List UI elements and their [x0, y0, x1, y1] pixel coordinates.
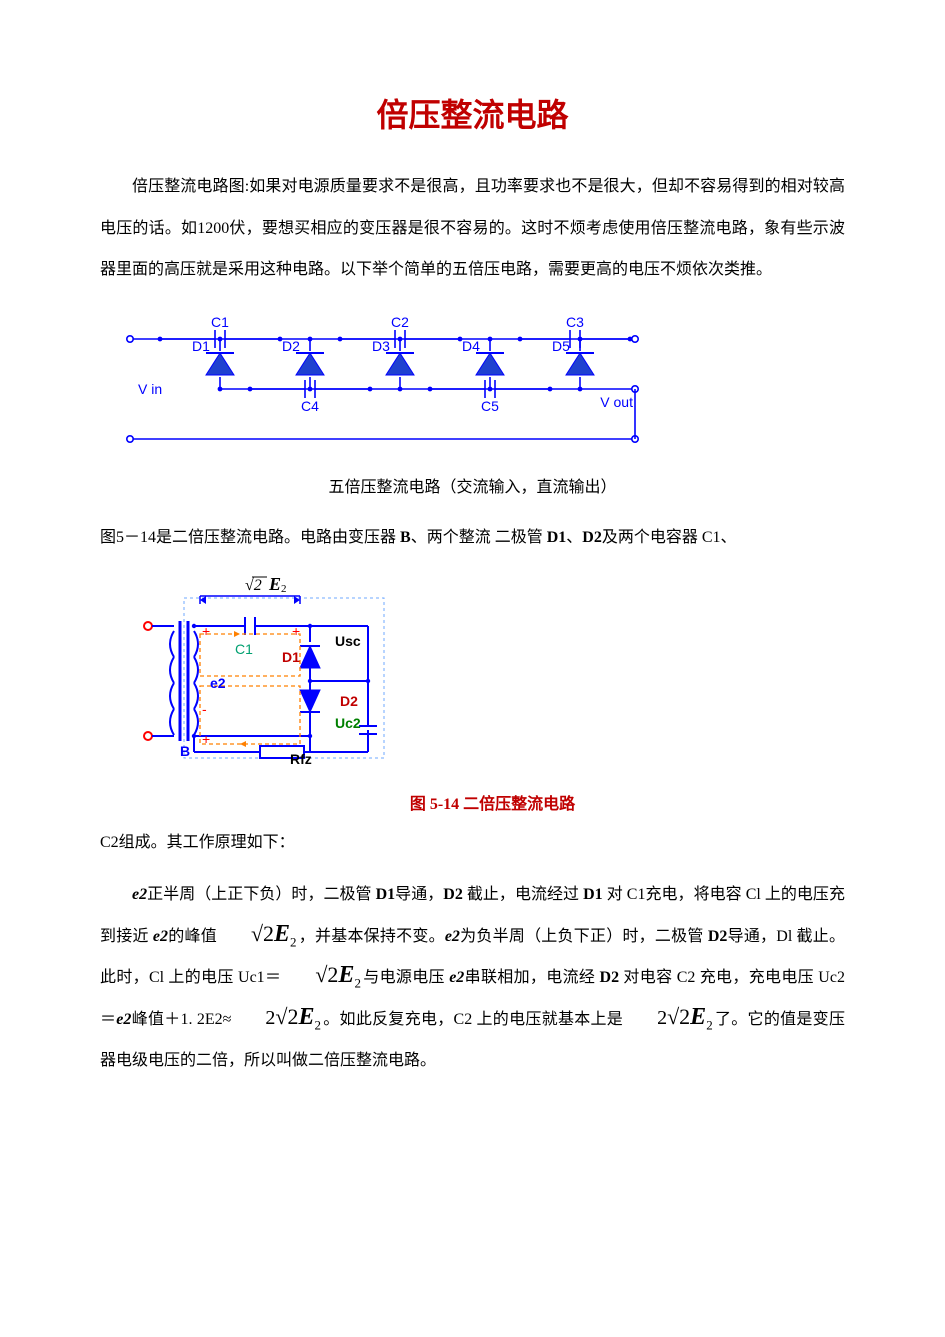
five-stage-circuit-diagram: V in V out C1 C2 C3 C4 C5 D1 D2 D3 D4 D5 [100, 309, 660, 459]
intro-paragraph: 倍压整流电路图:如果对电源质量要求不是很高，且功率要求也不是很大，但却不容易得到… [100, 166, 845, 291]
svg-text:B: B [180, 743, 190, 759]
page-title: 倍压整流电路 [100, 90, 845, 136]
label-B: B [400, 529, 411, 546]
para-c2-compose: C2组成。其工作原理如下： [100, 822, 845, 864]
figure-1: V in V out C1 C2 C3 C4 C5 D1 D2 D3 D4 D5 [100, 309, 845, 459]
text: 及两个电容器 C1、 [602, 529, 737, 546]
svg-text:2: 2 [281, 583, 287, 595]
svg-text:D1: D1 [282, 649, 300, 665]
working-principle-paragraph: e2正半周（上正下负）时，二极管 D1导通，D2 截止，电流经过 D1 对 C1… [100, 874, 845, 1082]
svg-text:D1: D1 [192, 338, 210, 354]
svg-text:D3: D3 [372, 338, 390, 354]
svg-text:C4: C4 [301, 398, 319, 414]
svg-text:e2: e2 [210, 675, 226, 691]
svg-text:+: + [202, 623, 210, 639]
svg-text:V out: V out [600, 394, 633, 410]
figure-2-caption: 图 5-14 二倍压整流电路 [140, 790, 845, 814]
para-fig514-intro: 图5－14是二倍压整流电路。电路由变压器 B、两个整流 二极管 D1、D2及两个… [100, 517, 845, 559]
doubler-circuit-diagram: √2 E2 C1 e2 D1 D2 Usc Uc2 B Rfz + + - + [140, 576, 400, 786]
svg-text:V in: V in [138, 381, 162, 397]
svg-text:D2: D2 [340, 693, 358, 709]
figure-1-caption: 五倍压整流电路（交流输入，直流输出） [100, 473, 845, 497]
label-D1: D1 [547, 529, 567, 546]
svg-text:C5: C5 [481, 398, 499, 414]
svg-text:D2: D2 [282, 338, 300, 354]
figure-2: √2 E2 C1 e2 D1 D2 Usc Uc2 B Rfz + + - + 图 5-14 二倍压整流电… [140, 576, 845, 814]
svg-text:Usc: Usc [335, 633, 361, 649]
svg-text:C2: C2 [391, 314, 409, 330]
svg-text:Rfz: Rfz [290, 751, 312, 767]
svg-text:Uc2: Uc2 [335, 715, 361, 731]
svg-text:E: E [268, 576, 281, 594]
label-D2: D2 [582, 529, 602, 546]
text: 、 [566, 529, 582, 546]
svg-text:C1: C1 [235, 641, 253, 657]
svg-text:D4: D4 [462, 338, 480, 354]
text: 图5－14是二倍压整流电路。电路由变压器 [100, 529, 400, 546]
svg-text:+: + [202, 731, 210, 747]
page: 倍压整流电路 倍压整流电路图:如果对电源质量要求不是很高，且功率要求也不是很大，… [0, 0, 945, 1337]
svg-text:D5: D5 [552, 338, 570, 354]
svg-text:C3: C3 [566, 314, 584, 330]
svg-text:√2: √2 [245, 577, 262, 594]
text: 、两个整流 二极管 [411, 529, 547, 546]
svg-text:-: - [202, 701, 207, 717]
svg-text:+: + [292, 623, 300, 639]
svg-text:C1: C1 [211, 314, 229, 330]
